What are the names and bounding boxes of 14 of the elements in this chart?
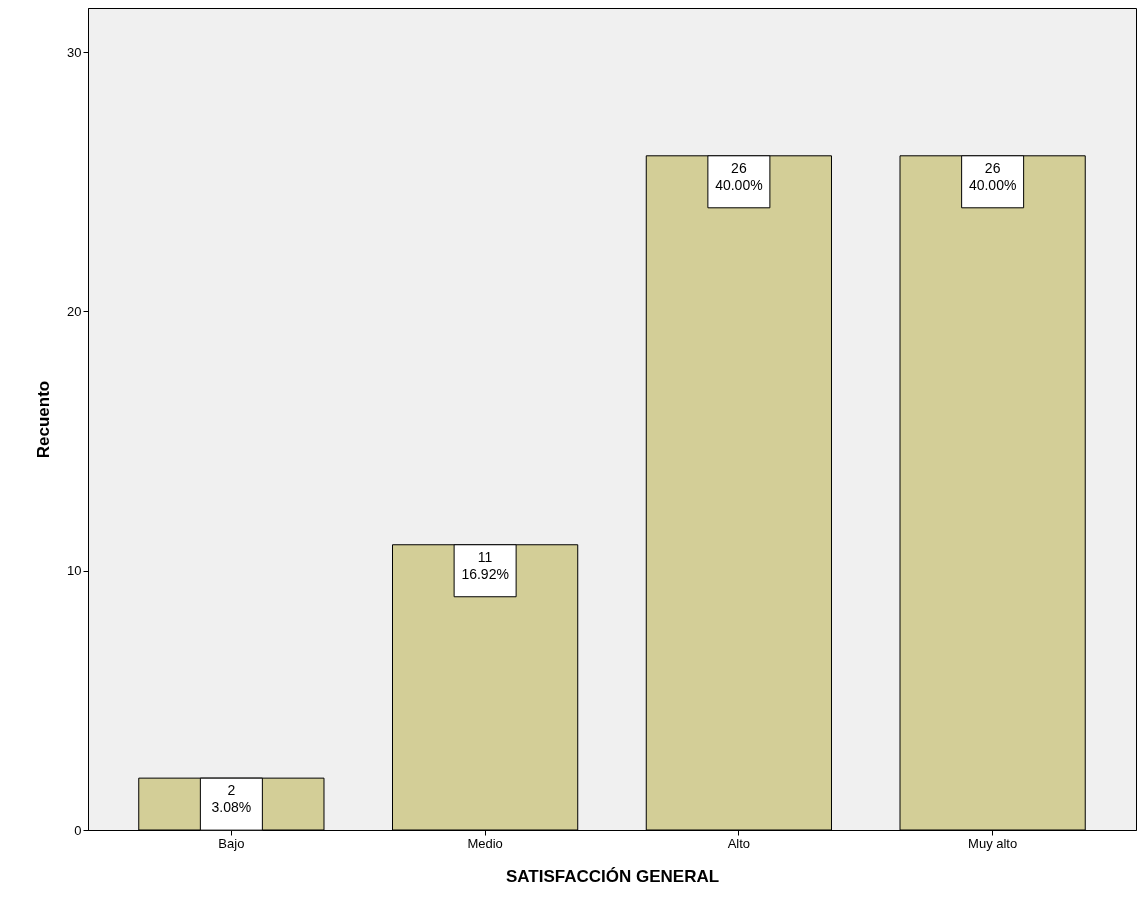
x-tick-label: Medio [467, 835, 503, 851]
x-tick-label: Alto [727, 835, 751, 851]
x-tick-label: Muy alto [968, 835, 1018, 851]
y-tick-label: 0 [74, 822, 82, 838]
data-label: 26 40.00% [715, 159, 763, 193]
y-tick-label: 10 [67, 563, 82, 579]
data-label: 2 3.08% [211, 782, 252, 816]
data-label: 26 40.00% [968, 159, 1017, 193]
y-tick-label: 30 [67, 44, 82, 60]
y-axis-title: Recuento [34, 380, 54, 459]
x-tick-label: Bajo [218, 835, 245, 851]
data-label: 11 16.92% [461, 548, 509, 582]
x-axis-title: SATISFACCIÓN GENERAL [505, 866, 720, 886]
y-tick-label: 20 [67, 303, 82, 319]
